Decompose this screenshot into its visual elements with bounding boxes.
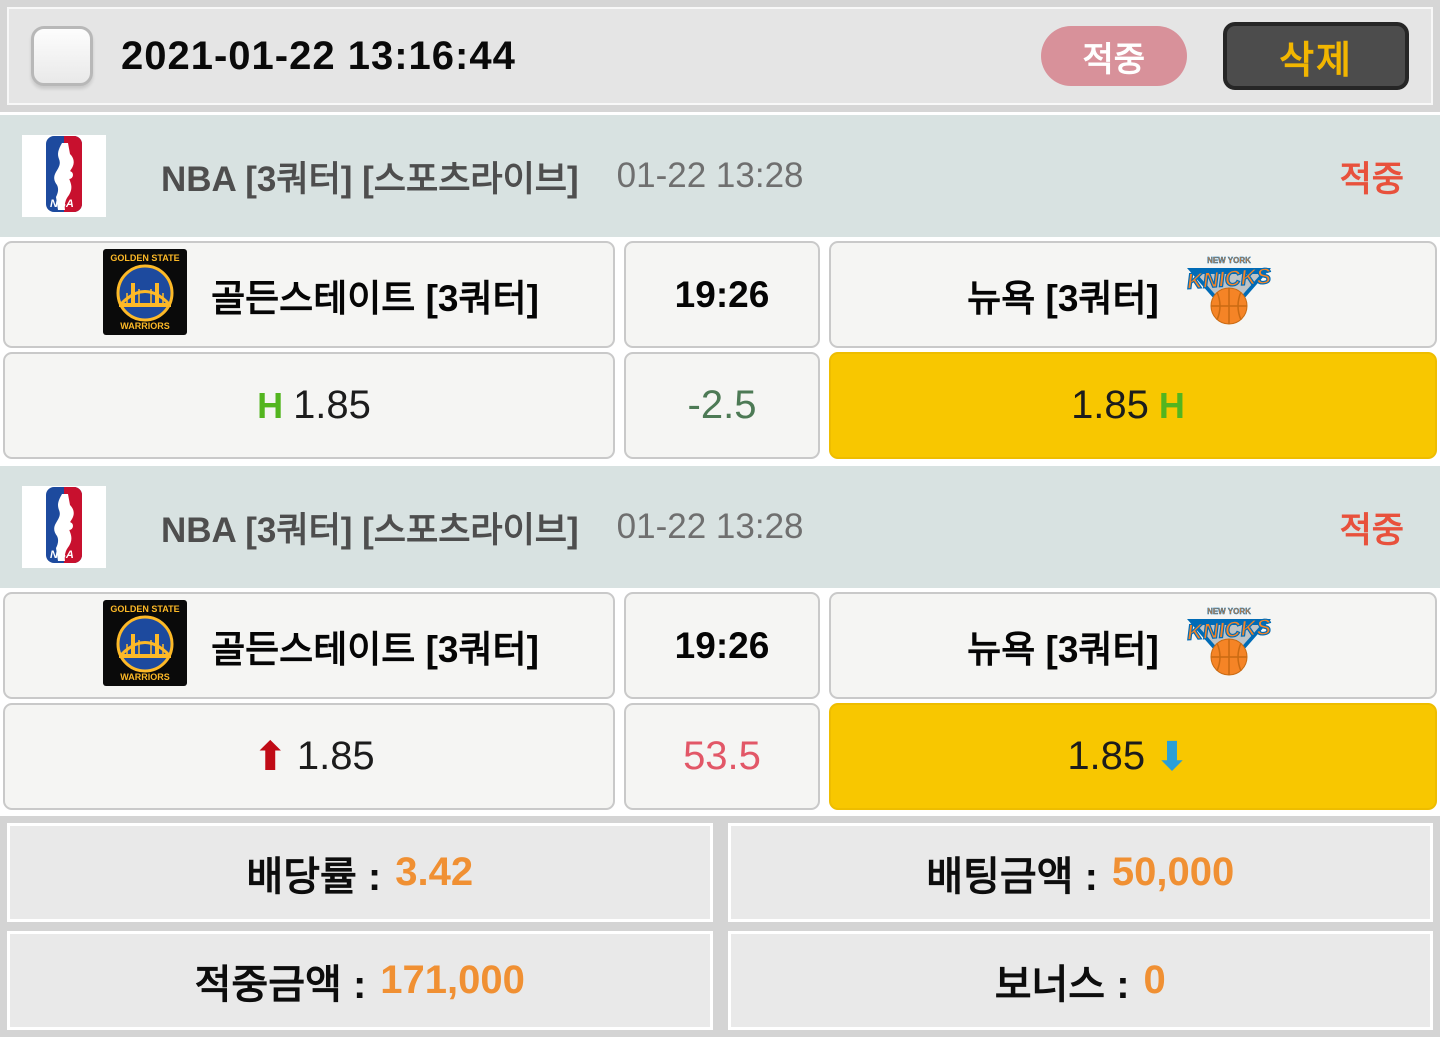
- total-odds-label: 배당률 :: [246, 854, 382, 899]
- score-cell: 19:26: [624, 592, 820, 699]
- bet-amount-cell: 배팅금액 : 50,000: [727, 823, 1433, 922]
- score-text: 19:26: [674, 624, 770, 666]
- total-odds-value: 3.42: [395, 850, 474, 894]
- status-badge: 적중: [1040, 26, 1188, 86]
- svg-text:NBA: NBA: [50, 549, 74, 561]
- nba-logo-icon: NBA: [45, 486, 83, 569]
- svg-text:GOLDEN STATE: GOLDEN STATE: [110, 253, 179, 263]
- league-header: NBA NBA [3쿼터] [스포츠라이브] 01-22 13:28 적중: [0, 466, 1440, 588]
- ticket-timestamp: 2021-01-22 13:16:44: [121, 33, 516, 78]
- score-text: 19:26: [674, 273, 770, 315]
- away-odds-value: 1.85: [1067, 734, 1146, 778]
- odds-down-arrow-icon: ⬇: [1155, 734, 1189, 779]
- match-row: GOLDEN STATE WARRIORS 골든스테이트 [3쿼터] 19:26…: [0, 592, 1440, 699]
- match-datetime: 01-22 13:28: [616, 507, 804, 546]
- bet-result-label: 적중: [1339, 510, 1404, 550]
- match-row: GOLDEN STATE WARRIORS 골든스테이트 [3쿼터] 19:26…: [0, 241, 1440, 348]
- bonus-value: 0: [1143, 958, 1166, 1002]
- total-line-value: 53.5: [683, 734, 761, 778]
- handicap-h-icon: H: [257, 384, 284, 426]
- ticket-header-section: 2021-01-22 13:16:44 적중 삭제: [0, 0, 1440, 112]
- svg-text:KNICKS: KNICKS: [1186, 614, 1272, 645]
- svg-text:NEW YORK: NEW YORK: [1207, 256, 1251, 265]
- delete-button[interactable]: 삭제: [1223, 22, 1409, 90]
- knicks-logo-icon: NEW YORK KNICKS: [1183, 252, 1275, 337]
- knicks-logo-icon: NEW YORK KNICKS: [1183, 603, 1275, 688]
- win-amount-value: 171,000: [380, 958, 525, 1002]
- bonus-label: 보너스 :: [994, 962, 1130, 1007]
- away-team-name: 뉴욕 [3쿼터]: [967, 277, 1159, 319]
- handicap-h-icon: H: [1158, 384, 1185, 426]
- nba-logo-icon: NBA: [45, 135, 83, 218]
- warriors-logo-icon: GOLDEN STATE WARRIORS: [103, 600, 188, 691]
- bet-amount-value: 50,000: [1111, 850, 1235, 894]
- score-cell: 19:26: [624, 241, 820, 348]
- home-team-cell: GOLDEN STATE WARRIORS 골든스테이트 [3쿼터]: [3, 241, 615, 348]
- nba-logo-chip: NBA: [22, 486, 106, 568]
- handicap-line-value: -2.5: [687, 383, 757, 427]
- warriors-logo-icon: GOLDEN STATE WARRIORS: [103, 249, 188, 340]
- svg-text:KNICKS: KNICKS: [1186, 263, 1272, 294]
- away-team-cell: 뉴욕 [3쿼터] NEW YORK KNICKS: [829, 241, 1437, 348]
- home-team-cell: GOLDEN STATE WARRIORS 골든스테이트 [3쿼터]: [3, 592, 615, 699]
- svg-text:GOLDEN STATE: GOLDEN STATE: [110, 604, 179, 614]
- line-cell: -2.5: [624, 352, 820, 459]
- home-odds-value: 1.85: [296, 734, 375, 778]
- bonus-cell: 보너스 : 0: [727, 931, 1433, 1030]
- home-odds-cell: H 1.85: [3, 352, 615, 459]
- svg-text:WARRIORS: WARRIORS: [120, 321, 170, 331]
- svg-text:WARRIORS: WARRIORS: [120, 672, 170, 682]
- odds-up-arrow-icon: ⬆: [253, 734, 287, 779]
- win-amount-cell: 적중금액 : 171,000: [7, 931, 713, 1030]
- away-team-name: 뉴욕 [3쿼터]: [967, 628, 1159, 670]
- home-odds-cell: ⬆ 1.85: [3, 703, 615, 810]
- league-title: NBA [3쿼터] [스포츠라이브]: [161, 159, 579, 199]
- away-team-cell: 뉴욕 [3쿼터] NEW YORK KNICKS: [829, 592, 1437, 699]
- league-title: NBA [3쿼터] [스포츠라이브]: [161, 510, 579, 550]
- away-odds-value: 1.85: [1071, 383, 1149, 427]
- bet-amount-label: 배팅금액 :: [926, 854, 1098, 899]
- select-checkbox[interactable]: [31, 26, 93, 86]
- total-odds-cell: 배당률 : 3.42: [7, 823, 713, 922]
- svg-text:NBA: NBA: [50, 198, 74, 210]
- ticket-summary-section: 배당률 : 3.42 배팅금액 : 50,000 적중금액 : 171,000 …: [0, 816, 1440, 1037]
- away-odds-cell-selected: 1.85 H: [829, 352, 1437, 459]
- home-team-name: 골든스테이트 [3쿼터]: [211, 628, 539, 670]
- odds-row: ⬆ 1.85 53.5 1.85 ⬇: [0, 703, 1440, 810]
- win-amount-label: 적중금액 :: [194, 962, 367, 1007]
- home-odds-value: 1.85: [293, 383, 371, 427]
- svg-text:NEW YORK: NEW YORK: [1207, 607, 1251, 616]
- line-cell: 53.5: [624, 703, 820, 810]
- ticket-header: 2021-01-22 13:16:44 적중 삭제: [7, 7, 1433, 105]
- league-header: NBA NBA [3쿼터] [스포츠라이브] 01-22 13:28 적중: [0, 115, 1440, 237]
- away-odds-cell-selected: 1.85 ⬇: [829, 703, 1437, 810]
- odds-row: H 1.85 -2.5 1.85 H: [0, 352, 1440, 459]
- match-datetime: 01-22 13:28: [616, 156, 804, 195]
- nba-logo-chip: NBA: [22, 135, 106, 217]
- home-team-name: 골든스테이트 [3쿼터]: [211, 277, 539, 319]
- bet-result-label: 적중: [1339, 159, 1404, 199]
